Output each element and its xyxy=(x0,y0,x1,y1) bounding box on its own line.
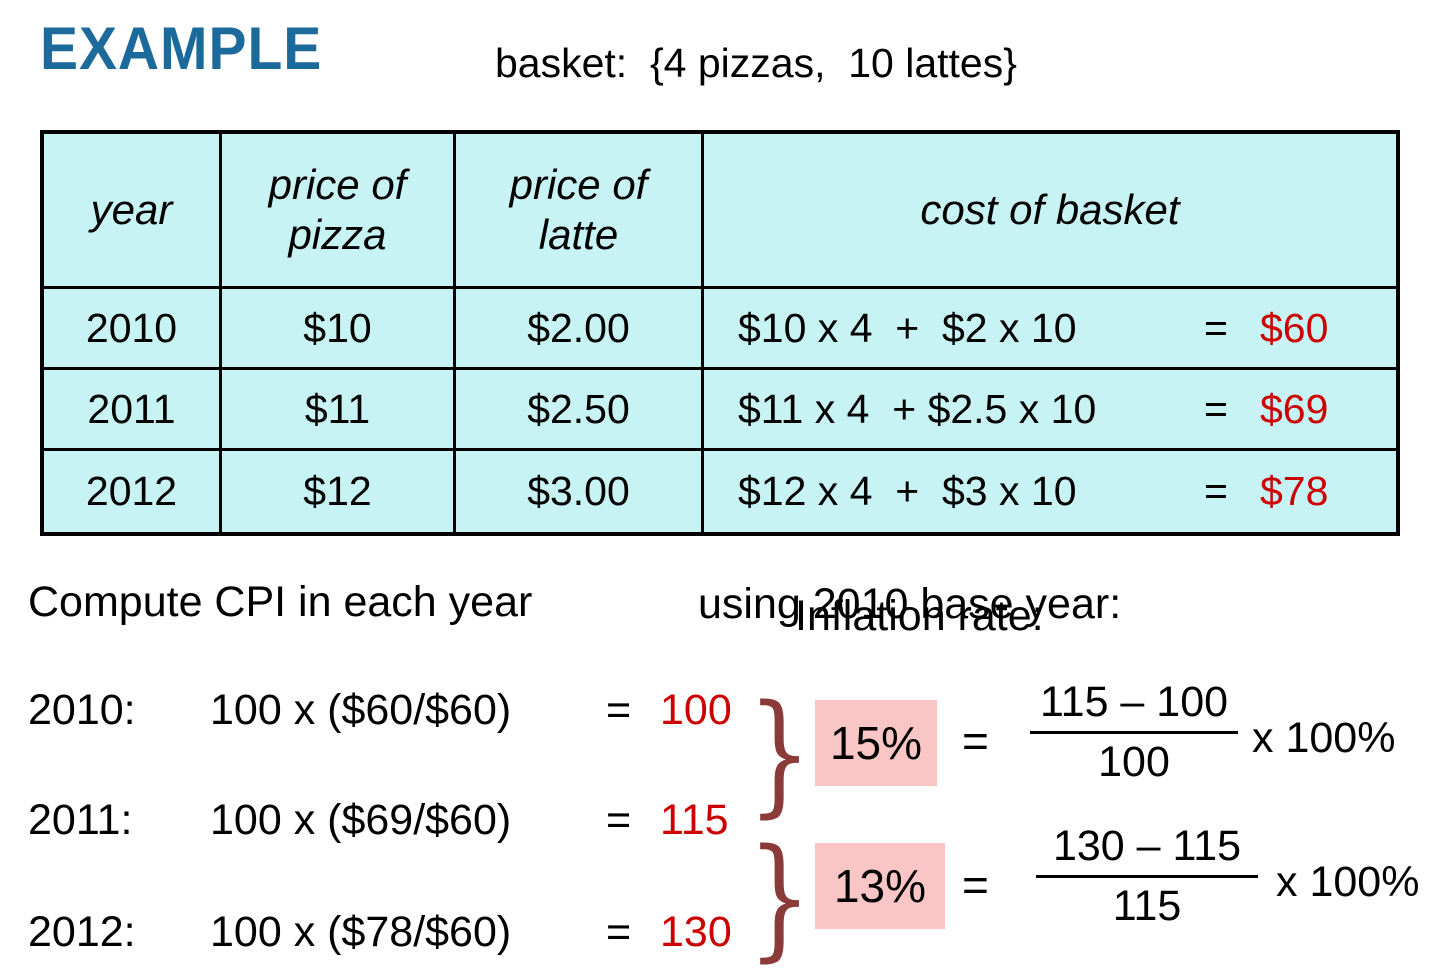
cell-year-2010: 2010 xyxy=(44,289,222,370)
cpi-year-label: 2010: xyxy=(28,686,136,734)
cell-pizza-2010: $10 xyxy=(222,289,456,370)
cpi-calc-row-2010: 2010: 100 x ($60/$60) = 100 xyxy=(0,686,780,738)
equals-sign: = xyxy=(962,859,989,911)
basket-expression: $12 x 4 + $3 x 10 xyxy=(738,468,1077,514)
equals-sign: = xyxy=(606,796,632,844)
cell-latte-2010: $2.00 xyxy=(456,289,704,370)
inflation-fraction-2011: 115 – 100 100 xyxy=(1030,678,1238,787)
cpi-calc-row-2011: 2011: 100 x ($69/$60) = 115 xyxy=(0,796,780,848)
equals-sign: = xyxy=(1204,385,1228,432)
cpi-calc-row-2012: 2012: 100 x ($78/$60) = 130 xyxy=(0,908,780,960)
cpi-year-label: 2011: xyxy=(28,796,133,844)
equals-sign: = xyxy=(1204,304,1228,351)
fraction-numerator: 130 – 115 xyxy=(1036,822,1258,878)
equals-sign: = xyxy=(1204,468,1228,514)
inflation-rate-badge-2012: 13% xyxy=(815,843,945,929)
fraction-numerator: 115 – 100 xyxy=(1030,678,1238,734)
base-year-text: using 2010 base year: xyxy=(698,580,1122,628)
cpi-expression: 100 x ($60/$60) xyxy=(210,686,512,734)
fraction-denominator: 100 xyxy=(1098,738,1170,786)
curly-brace-icon: } xyxy=(747,675,812,831)
cpi-year-label: 2012: xyxy=(28,908,136,956)
cell-latte-2012: $3.00 xyxy=(456,451,704,532)
cell-year-2012: 2012 xyxy=(44,451,222,532)
times-100-label: x 100% xyxy=(1276,858,1420,906)
basket-cost-result: $60 xyxy=(1260,304,1329,351)
cell-year-2011: 2011 xyxy=(44,370,222,451)
fraction-denominator: 115 xyxy=(1112,882,1182,930)
cpi-table: year price of pizza price of latte cost … xyxy=(40,130,1400,536)
basket-cost-result: $78 xyxy=(1260,468,1329,514)
inflation-rate-badge-2011: 15% xyxy=(815,700,937,786)
equals-sign: = xyxy=(606,686,632,734)
cpi-result: 100 xyxy=(660,686,732,734)
cpi-result: 130 xyxy=(660,908,732,956)
header-price-of-latte: price of latte xyxy=(456,134,704,289)
header-cost-of-basket: cost of basket xyxy=(704,134,1396,289)
cell-pizza-2011: $11 xyxy=(222,370,456,451)
inflation-fraction-2012: 130 – 115 115 xyxy=(1036,822,1258,931)
page-title: EXAMPLE xyxy=(40,15,323,82)
cell-basket-2011: $11 x 4 + $2.5 x 10 = $69 xyxy=(704,370,1396,451)
compute-cpi-heading: Compute CPI in each year xyxy=(28,578,533,626)
equals-sign: = xyxy=(606,908,632,956)
inflation-rate-heading: Inflation rate: xyxy=(795,592,1044,640)
curly-brace-icon: } xyxy=(747,819,812,975)
cell-basket-2012: $12 x 4 + $3 x 10 = $78 xyxy=(704,451,1396,532)
cpi-expression: 100 x ($69/$60) xyxy=(210,796,512,844)
cell-latte-2011: $2.50 xyxy=(456,370,704,451)
cpi-expression: 100 x ($78/$60) xyxy=(210,908,512,956)
cell-pizza-2012: $12 xyxy=(222,451,456,532)
header-price-of-pizza: price of pizza xyxy=(222,134,456,289)
cpi-result: 115 xyxy=(660,796,729,844)
equals-sign: = xyxy=(962,715,989,767)
cell-basket-2010: $10 x 4 + $2 x 10 = $60 xyxy=(704,289,1396,370)
basket-expression: $10 x 4 + $2 x 10 xyxy=(738,304,1077,351)
basket-cost-result: $69 xyxy=(1260,385,1329,432)
times-100-label: x 100% xyxy=(1252,714,1396,762)
basket-label: basket: {4 pizzas, 10 lattes} xyxy=(495,40,1017,86)
header-year: year xyxy=(44,134,222,289)
basket-expression: $11 x 4 + $2.5 x 10 xyxy=(738,385,1097,432)
